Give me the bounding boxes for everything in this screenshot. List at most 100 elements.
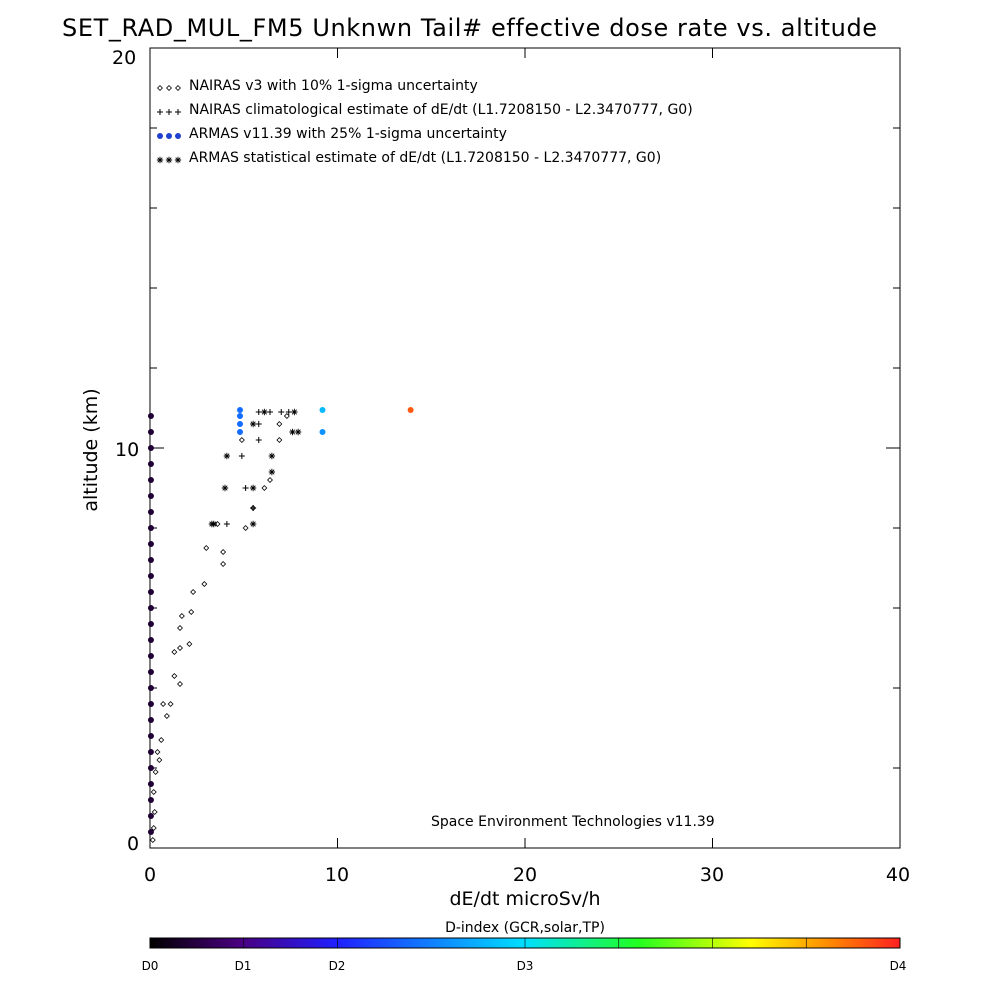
nairas-v3-point [178, 613, 185, 619]
legend-label-armas-statistical: ARMAS statistical estimate of dE/dt (L1.… [189, 150, 661, 166]
nairas-climatological-point [223, 521, 230, 527]
armas-point [237, 407, 243, 413]
nairas-v3-point [201, 581, 208, 587]
y-tick-label-20: 20 [112, 47, 136, 69]
y-tick-label-10: 10 [115, 439, 139, 461]
nairas-v3-point [238, 437, 245, 443]
legend-label-armas: ARMAS v11.39 with 25% 1-sigma uncertaint… [189, 126, 507, 142]
nairas-v3-point [220, 549, 227, 555]
legend-label-nairas-v3: NAIRAS v3 with 10% 1-sigma uncertainty [189, 78, 478, 94]
armas-point [237, 429, 243, 435]
y-axis-title: altitude (km) [80, 388, 102, 511]
nairas-v3-point [214, 521, 221, 527]
nairas-v3-point [276, 437, 283, 443]
nairas-v3-point [171, 673, 178, 679]
nairas-v3-point [283, 413, 290, 419]
armas-statistical-point [294, 428, 302, 436]
nairas-v3-point [261, 485, 268, 491]
x-tick-label-0: 0 [144, 864, 156, 886]
armas-point [147, 765, 154, 771]
armas-point [147, 413, 154, 419]
armas-point [147, 781, 154, 787]
legend-diamond-mark [175, 85, 181, 91]
nairas-v3-point [160, 701, 167, 707]
x-axis-title: dE/dt microSv/h [449, 888, 600, 910]
armas-point [147, 685, 154, 691]
armas-point [237, 413, 243, 419]
legend-plus-mark [166, 109, 172, 115]
armas-statistical-point [210, 520, 217, 528]
nairas-climatological-point [238, 453, 245, 459]
armas-statistical-point [289, 428, 296, 436]
legend-asterisk-mark [156, 156, 164, 164]
armas-point [147, 797, 154, 803]
legend-label-nairas-climatological: NAIRAS climatological estimate of dE/dt … [189, 102, 693, 118]
armas-point [147, 653, 154, 659]
legend-diamond-mark [157, 85, 163, 91]
nairas-v3-point [177, 681, 183, 687]
nairas-v3-point [186, 641, 193, 647]
legend-plus-mark [157, 109, 163, 115]
armas-point [147, 461, 154, 467]
nairas-v3-point [242, 525, 249, 531]
legend-plus-mark [175, 109, 181, 115]
nairas-v3-point [190, 589, 197, 595]
nairas-v3-point [163, 713, 170, 719]
plot-frame [149, 47, 901, 849]
legend-asterisk-mark [174, 156, 182, 164]
nairas-v3-point [150, 789, 157, 795]
legend-marker-plus [157, 109, 181, 115]
x-tick-label-20: 20 [513, 864, 537, 886]
nairas-v3-point [158, 737, 165, 743]
colorbar-label-d2: D2 [329, 959, 346, 973]
x-tick-label-30: 30 [700, 864, 724, 886]
armas-point [147, 509, 154, 515]
armas-statistical-point [223, 452, 231, 460]
legend-asterisk-mark [165, 156, 173, 164]
armas-statistical-point [249, 484, 257, 492]
credit-label: Space Environment Technologies v11.39 [431, 814, 715, 830]
nairas-climatological-point [285, 409, 292, 415]
colorbar-label-d4: D4 [890, 959, 907, 973]
nairas-v3-point [171, 649, 178, 655]
x-tick-label-40: 40 [886, 864, 910, 886]
legend-dot-mark [166, 133, 172, 139]
armas-point [147, 621, 154, 627]
armas-statistical-point [249, 520, 257, 528]
axis-ticks [149, 47, 901, 849]
nairas-v3-point [167, 701, 174, 707]
nairas-v3-point [152, 769, 159, 775]
legend-dot-mark [157, 133, 163, 139]
armas-point [147, 605, 154, 611]
armas-point [147, 477, 154, 483]
armas-point [319, 429, 326, 435]
armas-point [147, 541, 154, 547]
armas-point [147, 669, 154, 675]
nairas-climatological-point [255, 409, 262, 415]
armas-point [147, 525, 154, 531]
nairas-v3-point [267, 477, 273, 483]
armas-point [319, 407, 326, 413]
colorbar-ticks [243, 938, 807, 948]
colorbar-label-d3: D3 [517, 959, 534, 973]
nairas-v3-point [177, 645, 183, 651]
colorbar-title: D-index (GCR,solar,TP) [445, 920, 605, 936]
armas-point [147, 829, 154, 835]
nairas-v3-point [151, 809, 158, 815]
armas-statistical-point [221, 484, 229, 492]
chart-title: SET_RAD_MUL_FM5 Unknwn Tail# effective d… [62, 14, 878, 42]
nairas-v3-point [149, 837, 156, 843]
legend-marker-diamond [157, 85, 181, 91]
legend-diamond-mark [166, 85, 172, 91]
armas-statistical-point [249, 420, 257, 428]
nairas-v3-point [203, 545, 210, 551]
armas-statistical-point [268, 452, 276, 460]
nairas-v3-point [150, 825, 157, 831]
armas-point [147, 557, 154, 563]
legend-dot-mark [175, 133, 181, 139]
colorbar-label-d0: D0 [142, 959, 159, 973]
colorbar-label-d1: D1 [235, 959, 252, 973]
armas-statistical-point [268, 468, 276, 476]
nairas-v3-point [276, 421, 283, 427]
